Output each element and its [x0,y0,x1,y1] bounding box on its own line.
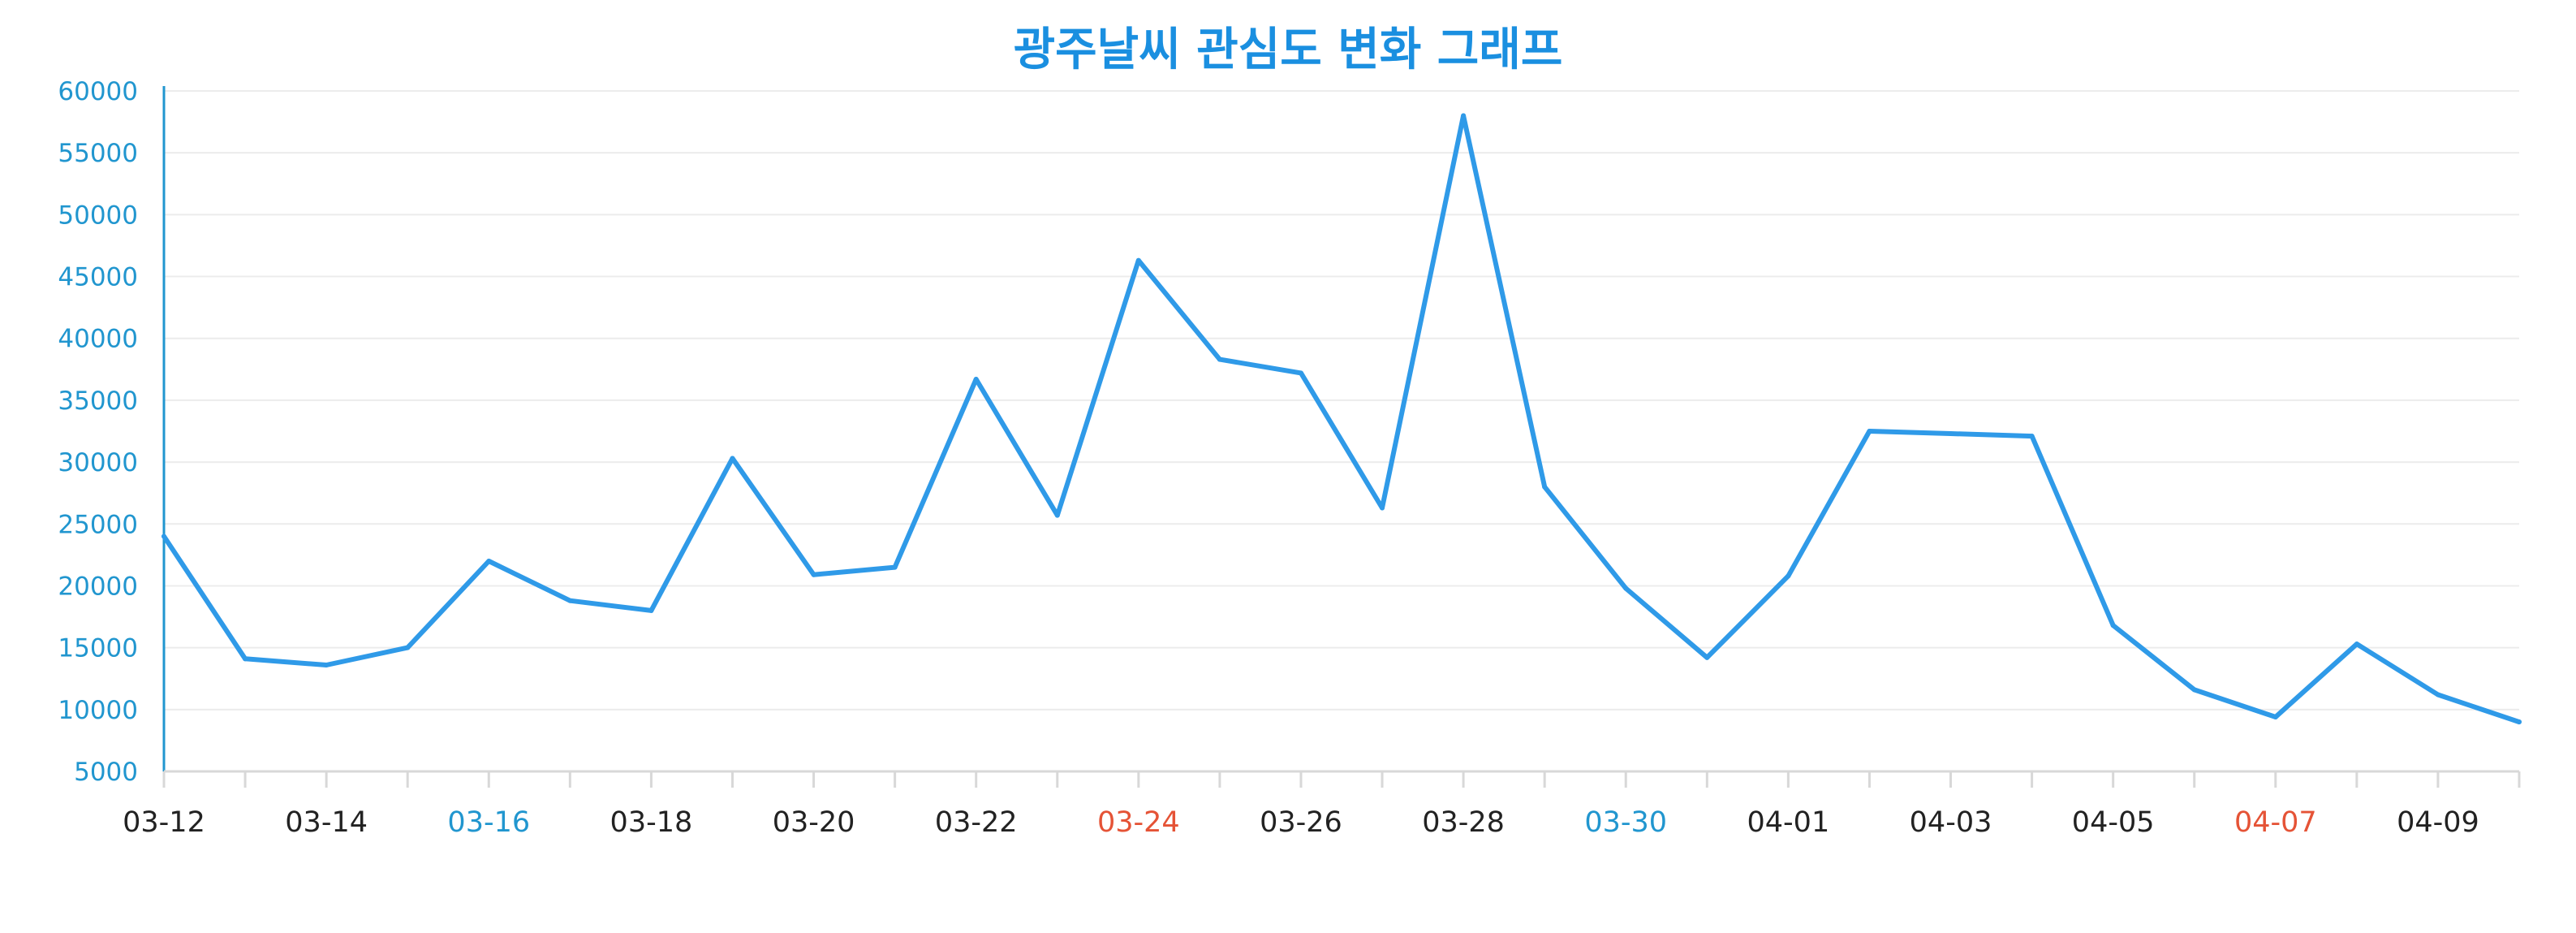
data-point [1461,113,1467,119]
data-point [892,564,898,570]
data-point [811,572,816,577]
data-point [648,607,654,613]
x-tick-label: 04-07 [2234,806,2317,839]
y-tick-label: 40000 [58,325,138,354]
data-point [2110,623,2116,628]
y-tick-label: 5000 [74,758,138,787]
x-tick-label: 03-26 [1260,806,1342,839]
data-point [162,533,166,539]
y-tick-label: 20000 [58,572,138,601]
data-point [567,598,573,603]
y-tick-label: 55000 [58,139,138,168]
series-group [162,113,2522,725]
y-tick-label: 25000 [58,510,138,539]
data-point [324,662,330,667]
data-point [2517,719,2522,725]
x-tick-label: 04-09 [2397,806,2479,839]
x-tick-label: 03-20 [773,806,855,839]
x-tick-label: 03-22 [935,806,1018,839]
x-tick-label: 03-14 [285,806,368,839]
data-point [2435,692,2440,698]
data-point [1948,431,1954,437]
data-point [2191,687,2197,693]
data-point [1867,429,1872,434]
x-tick-label: 04-01 [1747,806,1830,839]
data-point [2272,714,2278,719]
x-tick-label: 03-28 [1422,806,1505,839]
y-tick-label: 10000 [58,696,138,725]
y-tick-label: 15000 [58,634,138,663]
x-tick-label: 03-18 [610,806,693,839]
y-tick-label: 50000 [58,201,138,230]
chart-title: 광주날씨 관심도 변화 그래프 [1014,24,1563,76]
x-tick-label: 04-05 [2072,806,2155,839]
data-point [2354,641,2359,647]
data-point [243,656,248,662]
data-point [1704,654,1710,660]
y-axis-ticks: 5000 10000 15000 20000 25000 30000 35000 40000 4… [58,77,138,787]
x-tick-label: 03-16 [447,806,530,839]
grid-lines [164,90,2519,711]
data-point [1135,257,1141,263]
x-axis: 03-12 03-14 03-16 03-18 03-20 03-22 03-24 03-26… [123,86,2521,839]
data-point [730,456,735,461]
series-line [162,113,2522,725]
data-point [486,558,492,564]
data-point [1217,356,1222,362]
data-point [405,645,411,650]
data-point [1054,512,1060,518]
x-tick-label: 04-03 [1910,806,1992,839]
y-tick-label: 60000 [58,77,138,106]
data-point [1380,505,1385,511]
x-tick-label: 03-24 [1097,806,1180,839]
x-tick-label: 03-30 [1584,806,1667,839]
y-tick-label: 35000 [58,387,138,416]
data-point [1542,484,1548,490]
data-point [973,377,979,382]
data-point [1623,585,1629,591]
data-point [1298,370,1303,376]
x-tick-label: 03-12 [123,806,205,839]
y-tick-label: 30000 [58,448,138,477]
data-point [2029,434,2035,439]
data-point [1786,573,1791,579]
y-tick-label: 45000 [58,263,138,292]
